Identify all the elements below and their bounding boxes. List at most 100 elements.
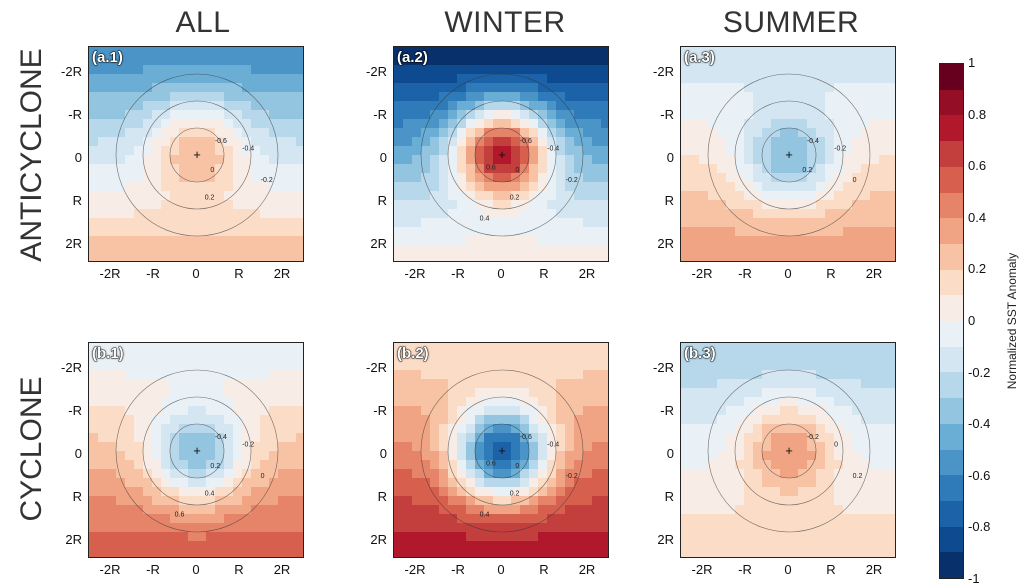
heatmap-cell (448, 227, 458, 237)
heatmap-cell (116, 191, 126, 201)
heatmap-cell (888, 505, 896, 515)
heatmap-cell (520, 487, 530, 497)
heatmap-cell (798, 83, 808, 93)
heatmap-cell (296, 65, 304, 75)
heatmap-cell (269, 236, 279, 246)
heatmap-cell (439, 209, 449, 219)
heatmap-cell (726, 343, 736, 353)
heatmap-cell (753, 550, 763, 558)
heatmap-cell (583, 65, 593, 75)
heatmap-cell (583, 227, 593, 237)
heatmap-cell (260, 200, 270, 210)
heatmap-cell (789, 469, 799, 479)
heatmap-cell (179, 487, 189, 497)
heatmap-cell (520, 469, 530, 479)
heatmap-cell (215, 191, 225, 201)
heatmap-cell (870, 343, 880, 353)
heatmap-cell (592, 361, 602, 371)
heatmap-cell (699, 254, 709, 262)
heatmap-cell (412, 173, 422, 183)
heatmap-cell (502, 523, 512, 533)
heatmap-cell (780, 236, 790, 246)
heatmap-cell (601, 254, 609, 262)
heatmap-cell (601, 164, 609, 174)
heatmap-cell (825, 191, 835, 201)
heatmap-cell (699, 146, 709, 156)
heatmap-cell (717, 74, 727, 84)
heatmap-cell (412, 541, 422, 551)
heatmap-cell (197, 83, 207, 93)
heatmap-cell (98, 101, 108, 111)
heatmap-cell (780, 352, 790, 362)
heatmap-cell (179, 406, 189, 416)
heatmap-cell (583, 397, 593, 407)
heatmap-cell (179, 424, 189, 434)
heatmap-cell (287, 406, 297, 416)
heatmap-cell (89, 406, 99, 416)
heatmap-cell (592, 128, 602, 138)
heatmap-cell (556, 388, 566, 398)
heatmap-cell (520, 83, 530, 93)
heatmap-cell (251, 478, 261, 488)
heatmap-cell (394, 137, 404, 147)
heatmap-cell (861, 83, 871, 93)
heatmap-cell (843, 424, 853, 434)
heatmap-cell (251, 469, 261, 479)
heatmap-cell (116, 523, 126, 533)
heatmap-cell (466, 92, 476, 102)
heatmap-cell (583, 119, 593, 129)
heatmap-cell (125, 47, 135, 57)
heatmap-cell (242, 74, 252, 84)
heatmap-cell (870, 119, 880, 129)
colorbar-tick-label: 1 (968, 55, 975, 70)
heatmap-cell (556, 478, 566, 488)
heatmap-cell (439, 164, 449, 174)
heatmap-cell (143, 119, 153, 129)
heatmap-cell (188, 74, 198, 84)
heatmap-cell (771, 487, 781, 497)
heatmap-cell (583, 352, 593, 362)
heatmap-cell (296, 227, 304, 237)
heatmap-cell (143, 83, 153, 93)
heatmap-cell (403, 415, 413, 425)
heatmap-cell (699, 532, 709, 542)
contour-label: 0 (210, 167, 214, 174)
heatmap-cell (681, 469, 691, 479)
heatmap-cell (690, 541, 700, 551)
heatmap-cell (556, 352, 566, 362)
heatmap-cell (430, 451, 440, 461)
heatmap-cell (735, 65, 745, 75)
heatmap-cell (412, 415, 422, 425)
heatmap-cell (466, 433, 476, 443)
heatmap-cell (269, 541, 279, 551)
heatmap-cell (287, 397, 297, 407)
heatmap-cell (394, 200, 404, 210)
heatmap-cell (538, 173, 548, 183)
heatmap-cell (242, 532, 252, 542)
heatmap-cell (269, 47, 279, 57)
heatmap-cell (708, 65, 718, 75)
heatmap-cell (125, 218, 135, 228)
heatmap-cell (152, 155, 162, 165)
heatmap-cell (493, 532, 503, 542)
heatmap-cell (583, 379, 593, 389)
heatmap-panel: -0.6 -0.4 -0.2 0 0.2 0.4 0.6 + (a.2) (393, 46, 609, 262)
heatmap-cell (215, 245, 225, 255)
heatmap-cell (726, 361, 736, 371)
heatmap-cell (116, 397, 126, 407)
heatmap-cell (484, 550, 494, 558)
heatmap-cell (278, 74, 288, 84)
heatmap-cell (251, 406, 261, 416)
heatmap-cell (511, 101, 521, 111)
heatmap-cell (403, 146, 413, 156)
heatmap-cell (834, 218, 844, 228)
heatmap-cell (161, 343, 171, 353)
heatmap-cell (278, 146, 288, 156)
panel-label: (b.2) (397, 345, 429, 362)
heatmap-cell (771, 343, 781, 353)
heatmap-cell (843, 370, 853, 380)
heatmap-cell (242, 361, 252, 371)
heatmap-cell (269, 496, 279, 506)
heatmap-cell (296, 460, 304, 470)
heatmap-cell (224, 65, 234, 75)
